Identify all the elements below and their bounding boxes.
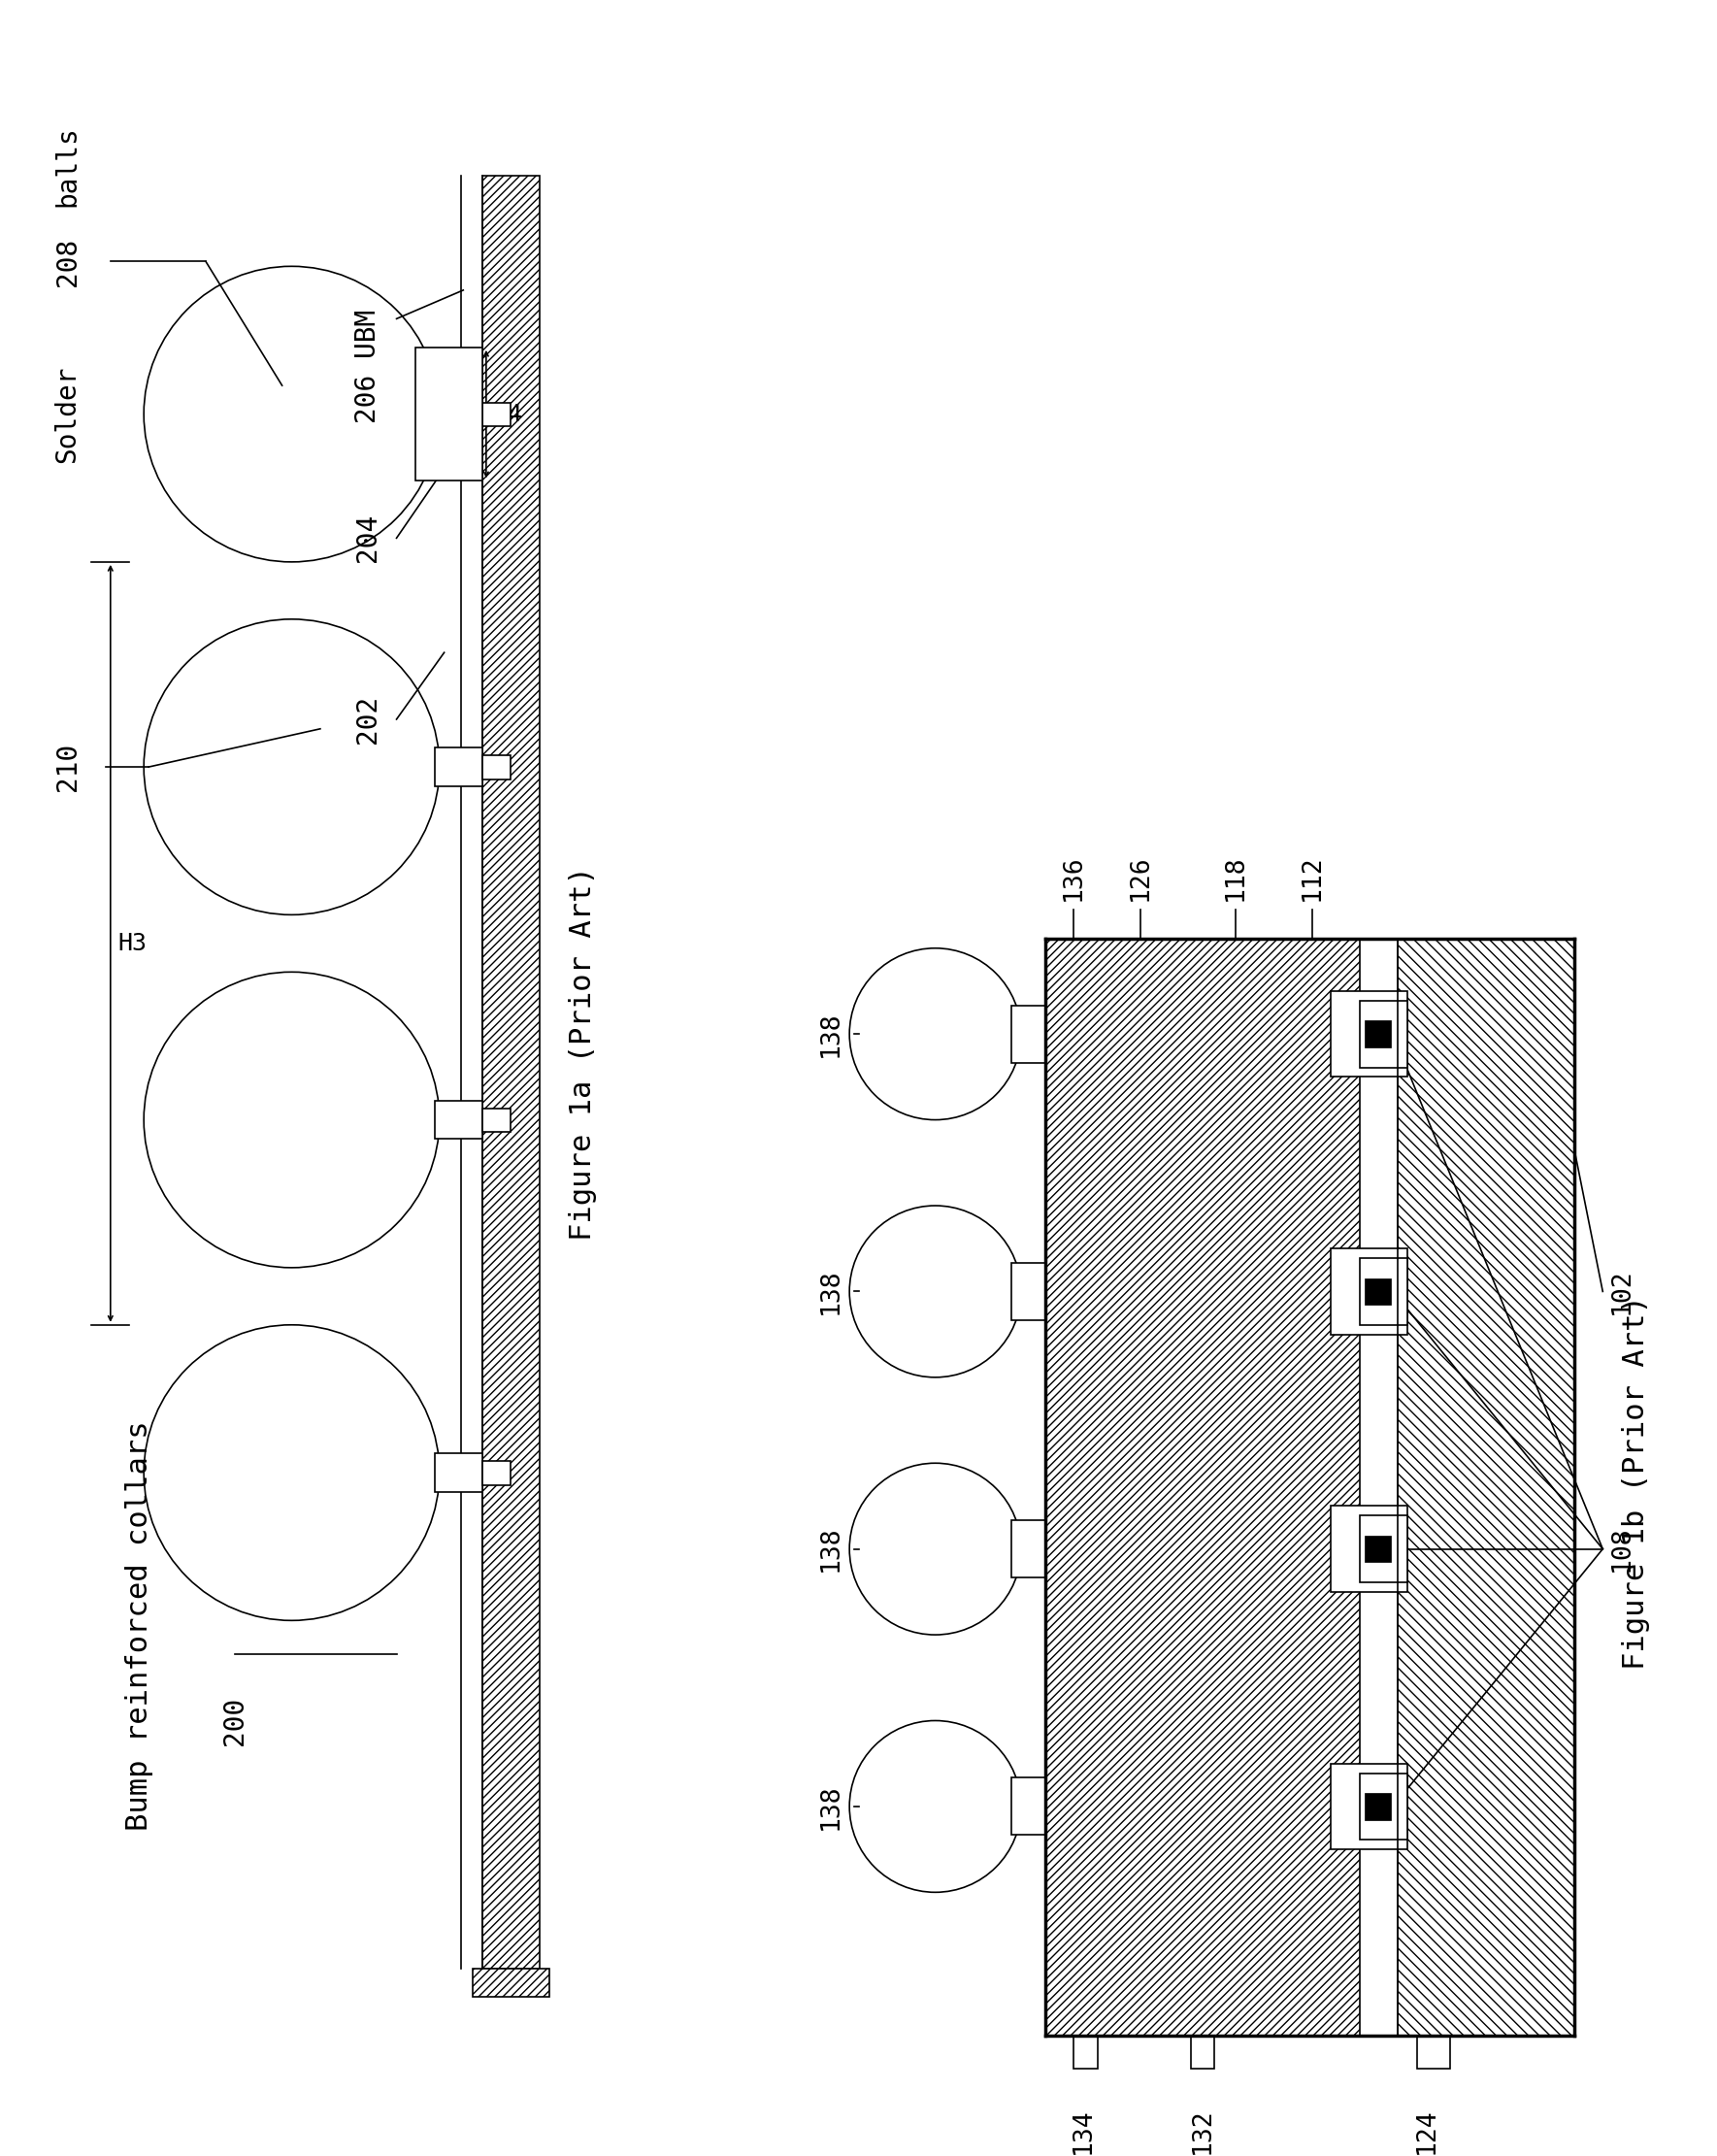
Bar [1360,1259,1408,1324]
Text: 134: 134 [1070,2109,1095,2154]
Bar [1417,2035,1451,2070]
Bar [1192,2035,1214,2070]
Text: 206 UBM: 206 UBM [354,310,381,423]
Bar [1046,938,1360,2035]
Bar [434,1102,482,1138]
Text: 126: 126 [1128,854,1152,901]
Bar [1331,992,1408,1076]
Bar [434,1453,482,1492]
Bar [482,403,512,427]
Text: 112: 112 [1300,854,1324,901]
Text: 136: 136 [1061,854,1087,901]
Text: 202: 202 [354,694,381,744]
Text: 102: 102 [1609,1268,1635,1315]
Text: balls: balls [53,125,81,207]
Text: 124: 124 [1413,2109,1439,2154]
Text: 138: 138 [817,1268,843,1315]
Bar [1365,1535,1391,1563]
Bar [1011,1779,1046,1835]
Bar [1011,1263,1046,1319]
Bar [416,347,482,481]
Bar [482,755,512,778]
Text: 204: 204 [354,513,381,563]
Bar [1331,1507,1408,1591]
Text: Figure 1a (Prior Art): Figure 1a (Prior Art) [568,867,596,1240]
Text: H3: H3 [118,931,148,955]
Bar [434,748,482,787]
Text: H4: H4 [494,403,524,425]
Text: 208: 208 [53,237,81,287]
Bar [1331,1764,1408,1850]
Bar [482,1108,512,1132]
Bar [1360,1516,1408,1583]
Bar [434,395,482,433]
Bar [482,1462,512,1485]
Bar [1011,1520,1046,1578]
Bar [1365,1794,1391,1820]
Text: Figure 1b (Prior Art): Figure 1b (Prior Art) [1623,1296,1650,1669]
Text: 138: 138 [817,1526,843,1572]
Bar [1398,938,1574,2035]
Bar [1365,1279,1391,1304]
Text: 108: 108 [1609,1526,1635,1572]
Text: Solder: Solder [53,364,81,464]
Text: 132: 132 [1190,2109,1216,2154]
Bar [482,175,539,1968]
Text: 118: 118 [1223,854,1248,901]
Text: 138: 138 [817,1011,843,1056]
Text: 138: 138 [817,1783,843,1830]
Bar [1365,1020,1391,1048]
Bar [1360,1000,1408,1067]
Bar [472,1968,549,1996]
Bar [1073,2035,1097,2070]
Bar [1331,1248,1408,1335]
Text: 200: 200 [221,1697,247,1744]
Text: 210: 210 [53,742,81,791]
Bar [1360,1772,1408,1839]
Text: Bump reinforced collars: Bump reinforced collars [125,1421,153,1830]
Bar [1011,1005,1046,1063]
